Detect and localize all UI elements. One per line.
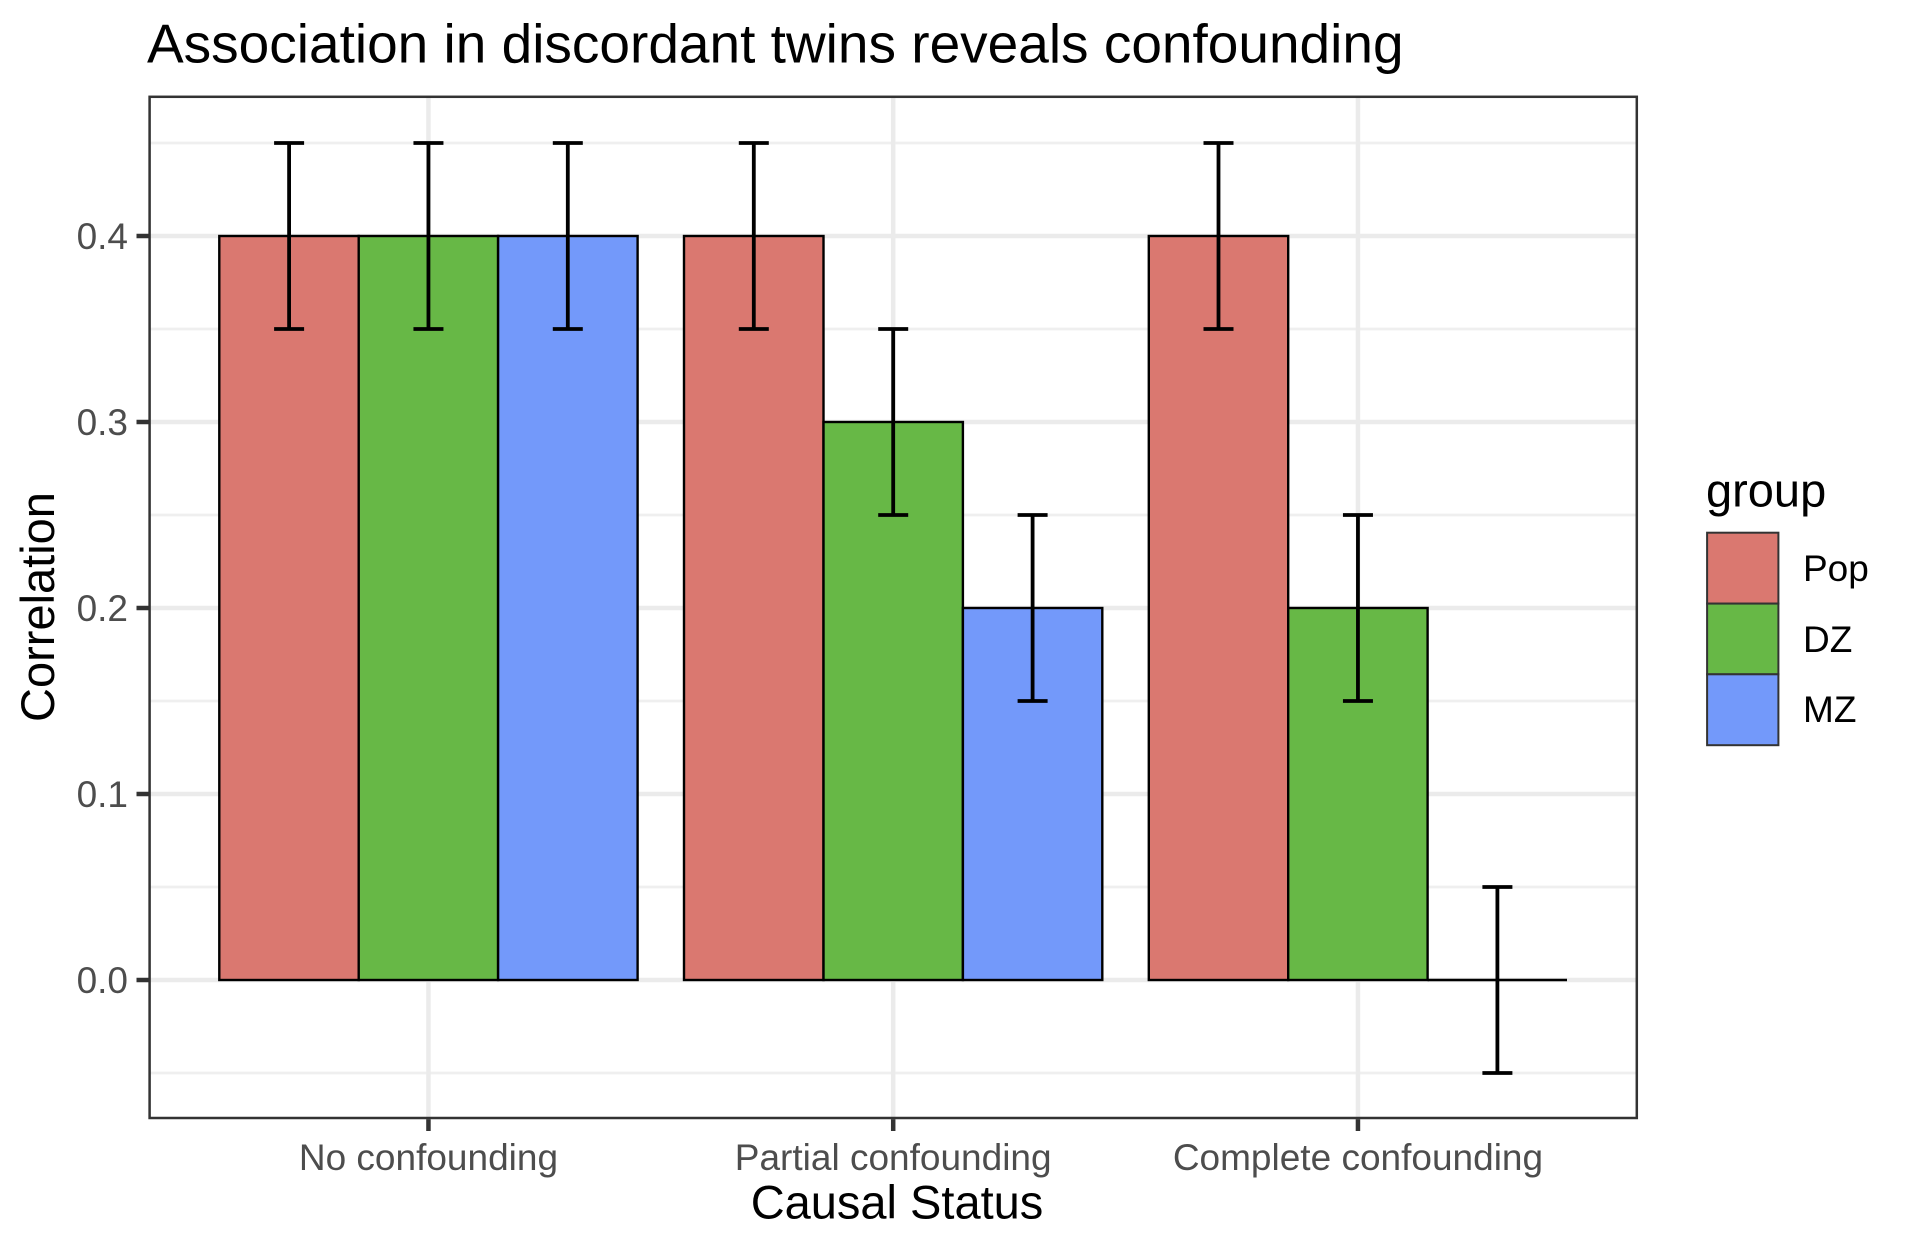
- svg-text:group: group: [1706, 463, 1826, 516]
- svg-text:Correlation: Correlation: [11, 492, 64, 722]
- svg-text:MZ: MZ: [1803, 689, 1856, 730]
- svg-text:0.4: 0.4: [77, 216, 128, 257]
- svg-text:0.0: 0.0: [77, 960, 128, 1001]
- svg-text:Pop: Pop: [1803, 548, 1869, 589]
- svg-text:Causal Status: Causal Status: [751, 1176, 1044, 1229]
- svg-text:DZ: DZ: [1803, 619, 1852, 660]
- svg-text:Association in discordant twin: Association in discordant twins reveals …: [147, 13, 1404, 75]
- svg-text:Complete confounding: Complete confounding: [1173, 1137, 1543, 1178]
- svg-text:No confounding: No confounding: [299, 1137, 558, 1178]
- svg-text:Partial confounding: Partial confounding: [735, 1137, 1052, 1178]
- svg-text:0.3: 0.3: [77, 402, 128, 443]
- svg-text:0.1: 0.1: [77, 774, 128, 815]
- svg-text:0.2: 0.2: [77, 588, 128, 629]
